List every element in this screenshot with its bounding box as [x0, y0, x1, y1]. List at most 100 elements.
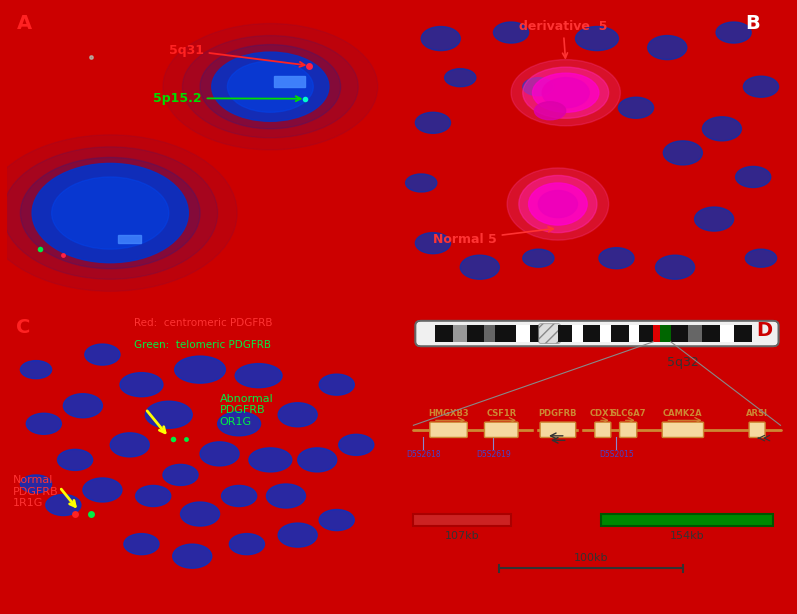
Text: PDGFRB: PDGFRB — [539, 408, 577, 418]
Bar — [435, 325, 467, 342]
Text: HMGXB3: HMGXB3 — [428, 408, 469, 418]
Text: Red:  centromeric PDGFRB: Red: centromeric PDGFRB — [134, 319, 272, 328]
FancyBboxPatch shape — [749, 422, 765, 437]
Ellipse shape — [222, 486, 257, 507]
Bar — [453, 325, 467, 342]
Ellipse shape — [445, 69, 476, 87]
Text: Green:  telomeric PDGFRB: Green: telomeric PDGFRB — [134, 340, 271, 349]
Ellipse shape — [200, 45, 340, 129]
Ellipse shape — [84, 344, 120, 365]
Ellipse shape — [694, 207, 733, 231]
Bar — [558, 325, 572, 342]
Ellipse shape — [519, 176, 597, 233]
Bar — [495, 325, 516, 342]
Ellipse shape — [163, 23, 378, 150]
Ellipse shape — [64, 394, 102, 418]
Ellipse shape — [655, 255, 694, 279]
Ellipse shape — [523, 78, 554, 96]
Bar — [702, 325, 720, 342]
Bar — [536, 418, 580, 442]
Ellipse shape — [599, 247, 634, 269]
Ellipse shape — [45, 494, 81, 516]
Ellipse shape — [507, 168, 609, 240]
Ellipse shape — [227, 61, 313, 112]
Ellipse shape — [319, 510, 355, 530]
Ellipse shape — [298, 448, 337, 472]
Ellipse shape — [511, 60, 620, 126]
Ellipse shape — [26, 413, 61, 434]
Bar — [734, 325, 752, 342]
Bar — [611, 325, 629, 342]
Text: C: C — [17, 319, 31, 338]
Text: Normal
PDGFRB
1R1G: Normal PDGFRB 1R1G — [13, 475, 58, 508]
Bar — [639, 325, 654, 342]
FancyBboxPatch shape — [540, 422, 575, 437]
Ellipse shape — [339, 434, 374, 456]
Ellipse shape — [421, 26, 460, 50]
Ellipse shape — [493, 22, 528, 43]
Bar — [414, 514, 511, 526]
Bar — [689, 325, 702, 342]
Bar — [583, 325, 600, 342]
Ellipse shape — [183, 36, 358, 138]
Text: CSF1R: CSF1R — [486, 408, 516, 418]
FancyBboxPatch shape — [485, 422, 518, 437]
Bar — [629, 325, 639, 342]
Text: 5q31: 5q31 — [169, 44, 304, 67]
Bar — [485, 325, 495, 342]
Ellipse shape — [744, 76, 779, 97]
Ellipse shape — [716, 22, 752, 43]
Text: derivative  5: derivative 5 — [519, 20, 607, 58]
Ellipse shape — [173, 544, 212, 568]
Bar — [467, 325, 485, 342]
Bar — [530, 325, 540, 342]
FancyBboxPatch shape — [595, 422, 611, 437]
FancyBboxPatch shape — [430, 422, 467, 437]
Ellipse shape — [57, 449, 92, 470]
Ellipse shape — [415, 112, 450, 133]
Text: 154kb: 154kb — [669, 530, 704, 540]
Ellipse shape — [523, 67, 609, 119]
Text: ARSI: ARSI — [746, 408, 768, 418]
FancyBboxPatch shape — [539, 324, 560, 343]
Text: 5p15.2: 5p15.2 — [153, 91, 300, 105]
Text: B: B — [745, 15, 760, 34]
Ellipse shape — [3, 147, 218, 279]
Bar — [654, 325, 660, 342]
Ellipse shape — [218, 412, 261, 436]
Text: D5S2015: D5S2015 — [599, 450, 634, 459]
Bar — [516, 325, 530, 342]
Text: A: A — [17, 15, 32, 34]
Ellipse shape — [460, 255, 499, 279]
FancyBboxPatch shape — [662, 422, 704, 437]
Text: 107kb: 107kb — [445, 530, 480, 540]
Ellipse shape — [266, 484, 305, 508]
Ellipse shape — [21, 475, 52, 493]
Ellipse shape — [212, 52, 329, 122]
Bar — [118, 235, 142, 243]
Ellipse shape — [618, 97, 654, 119]
Ellipse shape — [278, 403, 317, 427]
Ellipse shape — [538, 190, 577, 217]
Ellipse shape — [702, 117, 741, 141]
Ellipse shape — [235, 363, 282, 387]
Ellipse shape — [736, 166, 771, 187]
Ellipse shape — [21, 360, 52, 379]
Text: D: D — [756, 322, 772, 341]
Ellipse shape — [575, 26, 618, 50]
Text: 5q32: 5q32 — [667, 356, 699, 369]
Bar — [671, 325, 689, 342]
Bar — [572, 325, 583, 342]
Ellipse shape — [249, 448, 292, 472]
Text: 100kb: 100kb — [574, 553, 608, 563]
Ellipse shape — [120, 373, 163, 397]
Text: D5S2619: D5S2619 — [476, 450, 511, 459]
Ellipse shape — [52, 177, 169, 249]
Ellipse shape — [415, 233, 450, 254]
Bar — [720, 325, 734, 342]
Ellipse shape — [83, 478, 122, 502]
Ellipse shape — [200, 442, 239, 466]
Ellipse shape — [542, 78, 589, 108]
Ellipse shape — [0, 135, 238, 291]
Ellipse shape — [648, 36, 687, 60]
